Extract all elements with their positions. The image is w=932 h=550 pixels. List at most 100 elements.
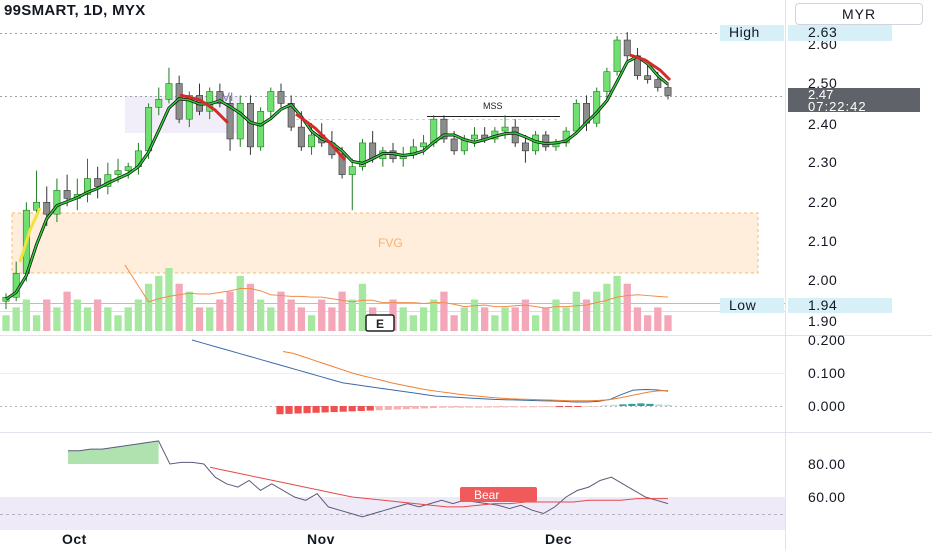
volume-bar — [12, 307, 20, 331]
macd-histogram-bar — [402, 406, 410, 410]
macd-histogram-bar — [321, 406, 329, 413]
macd-histogram-bar — [492, 406, 501, 408]
candle-body — [94, 178, 102, 187]
volume-bar — [572, 291, 580, 331]
candle-body — [521, 142, 529, 152]
volume-ma-line — [124, 264, 669, 309]
macd-line — [191, 339, 669, 403]
rsi-band — [0, 497, 785, 530]
high-tag — [720, 25, 784, 41]
candle-body — [216, 91, 224, 104]
low-tag-label: Low — [729, 297, 757, 313]
candle-body — [84, 178, 91, 195]
macd-histogram-bar — [637, 403, 645, 406]
volume-bar — [134, 299, 143, 331]
time-tick: Dec — [545, 531, 572, 547]
volume-bar — [195, 307, 204, 331]
volume-bar — [491, 315, 499, 331]
macd-histogram-bar — [583, 406, 591, 407]
macd-histogram-bar — [384, 406, 392, 410]
volume-bar — [328, 307, 336, 331]
macd-histogram-bar — [510, 406, 519, 408]
price-tick: 2.50 — [808, 75, 837, 91]
trend-ribbon-green — [5, 55, 669, 300]
high-tag-label: High — [729, 24, 760, 40]
bar-countdown: 07:22:42 — [808, 99, 867, 114]
macd-histogram-bar — [619, 404, 627, 406]
candle-body — [420, 142, 428, 148]
low-tag — [720, 298, 784, 313]
volume-bar — [430, 299, 438, 331]
trend-ribbon-red-2 — [295, 112, 347, 161]
volume-bar — [470, 299, 479, 331]
candle-body — [450, 138, 458, 152]
candle-body — [246, 103, 254, 148]
volume-bar — [623, 283, 631, 331]
macd-histogram-bar — [556, 406, 564, 408]
candle-body — [471, 134, 478, 140]
volume-bar — [165, 268, 173, 331]
candle-body — [603, 71, 611, 92]
macd-histogram-bar — [330, 406, 338, 413]
candle-body — [165, 83, 173, 100]
volume-bar — [43, 299, 51, 331]
candle-body — [277, 91, 285, 104]
volume-bar — [73, 299, 81, 331]
volume-bar — [501, 307, 509, 331]
last-price-tag — [788, 88, 920, 112]
candle-body — [593, 91, 601, 124]
macd-histogram-bar — [366, 406, 374, 411]
volume-bar — [63, 291, 71, 331]
vi-label: VI — [222, 90, 233, 104]
volume-bar — [633, 307, 642, 331]
fvg-label: FVG — [378, 236, 403, 250]
volume-bar — [175, 283, 183, 331]
macd-histogram-bar — [601, 405, 609, 406]
candle-body — [63, 190, 71, 199]
volume-bar — [256, 299, 265, 331]
time-tick: Nov — [307, 531, 335, 547]
macd-histogram-bar — [465, 406, 474, 408]
candle-body — [236, 103, 244, 140]
candle-body — [664, 87, 672, 96]
candle-body — [308, 134, 315, 148]
macd-histogram-bar — [501, 406, 510, 408]
volume-bar — [307, 315, 316, 331]
volume-bar — [318, 299, 326, 331]
macd-histogram-bar — [474, 406, 483, 408]
volume-bar — [552, 299, 560, 331]
macd-tick: 0.200 — [808, 332, 846, 348]
candle-body — [257, 110, 265, 148]
high-value: 2.63 — [808, 24, 837, 40]
macd-histogram-bar — [664, 404, 672, 406]
volume-bar — [338, 291, 346, 331]
macd-histogram-bar — [312, 406, 320, 413]
macd-histogram-bar — [447, 406, 456, 408]
macd-histogram-bar — [592, 406, 600, 407]
candle-body — [348, 166, 356, 175]
candle-body — [155, 99, 163, 108]
volume-bar — [643, 315, 652, 331]
mss-label: MSS — [483, 101, 503, 111]
symbol-title: 99SMART, 1D, MYX — [4, 2, 146, 19]
macd-tick: 0.000 — [808, 398, 846, 414]
currency-selector[interactable]: MYR — [795, 3, 923, 25]
volume-bar — [593, 291, 601, 331]
trend-ribbon-yellow — [18, 207, 42, 263]
earnings-badge[interactable] — [365, 314, 395, 332]
volume-bar — [144, 283, 153, 331]
candle-body — [206, 91, 214, 112]
candlestick-series — [2, 32, 672, 310]
volume-series — [2, 268, 672, 331]
volume-bar — [348, 299, 356, 331]
price-tick: 2.30 — [808, 154, 837, 170]
volume-bar — [104, 307, 112, 331]
rsi-tick: 60.00 — [808, 489, 846, 505]
time-tick: Oct — [62, 531, 87, 547]
volume-bar — [155, 275, 163, 331]
price-tick: 2.20 — [808, 194, 837, 210]
macd-histogram-bar — [420, 406, 428, 409]
bear-badge-label: Bear — [474, 488, 499, 502]
price-tick: 2.00 — [808, 272, 837, 288]
